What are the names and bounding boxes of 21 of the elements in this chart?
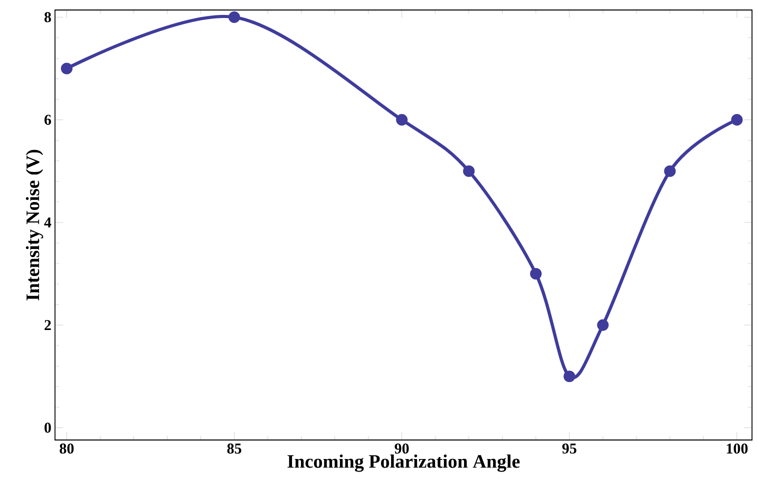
point: [664, 165, 676, 177]
x-tick-label: 85: [227, 444, 242, 454]
x-axis-title: Incoming Polarization Angle: [288, 454, 520, 472]
point: [597, 319, 609, 331]
point: [463, 165, 475, 177]
y-axis-title: Intensity Noise (V): [26, 150, 44, 300]
y-tick-label: 2: [44, 320, 51, 330]
point: [228, 11, 240, 23]
y-tick-label: 6: [44, 114, 52, 125]
y-tick-label: 8: [44, 12, 51, 22]
point: [731, 114, 743, 126]
point: [564, 370, 576, 382]
x-tick-label: 90: [394, 444, 409, 454]
y-tick-label: 4: [44, 217, 52, 228]
point: [396, 114, 408, 126]
x-tick-label: 100: [726, 444, 748, 454]
point: [60, 62, 73, 74]
y-tick-label: 0: [44, 422, 51, 433]
x-tick-label: 80: [60, 444, 74, 454]
x-tick-label: 95: [562, 444, 576, 454]
point: [530, 268, 542, 280]
